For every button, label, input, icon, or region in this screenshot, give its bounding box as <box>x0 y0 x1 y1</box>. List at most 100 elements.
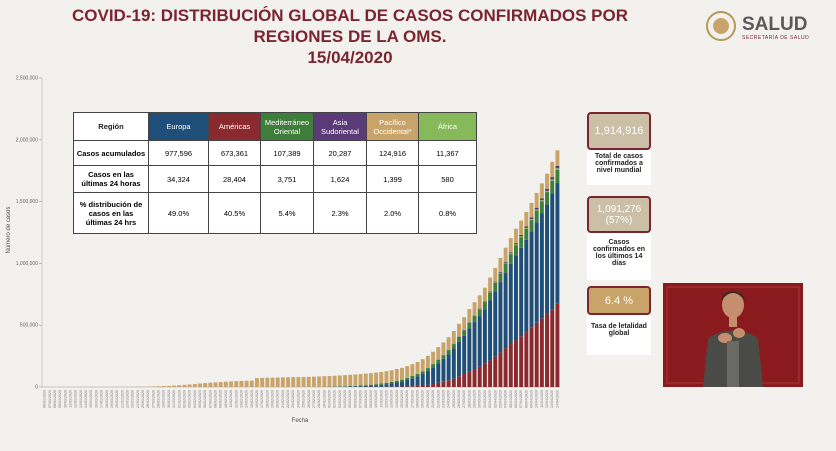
bar-segment <box>462 335 467 375</box>
bar-segment <box>400 381 404 387</box>
bar-segment <box>223 381 228 387</box>
bar-segment <box>498 271 503 273</box>
region-table: Región Europa Américas Mediterráneo Orie… <box>73 112 477 234</box>
title-line: 15/04/2020 <box>307 48 393 67</box>
bar-segment <box>514 243 518 245</box>
bar-segment <box>389 383 394 387</box>
summary-label: Tasa de letalidad global <box>587 315 651 355</box>
bar-segment <box>555 182 560 304</box>
bar-segment <box>410 378 415 387</box>
bar-segment <box>508 254 513 264</box>
bar-segment <box>255 378 259 387</box>
bar-segment <box>539 200 544 202</box>
x-tick-label: 26/01/2020 <box>146 390 150 408</box>
bar-segment <box>203 383 208 387</box>
bar-segment <box>379 384 384 387</box>
bar-segment <box>529 231 534 328</box>
bar-segment <box>529 217 534 220</box>
y-tick-label: 500,000 <box>20 323 38 329</box>
bar-segment <box>493 291 498 357</box>
bar-segment <box>405 377 410 380</box>
bar-segment <box>151 386 156 387</box>
x-tick-label: 10/01/2020 <box>63 390 67 408</box>
bar-segment <box>519 220 524 235</box>
bar-segment <box>358 374 363 386</box>
bar-segment <box>343 375 347 387</box>
x-axis-label: Fecha <box>292 418 309 424</box>
x-tick-label: 29/01/2020 <box>162 390 166 408</box>
bar-segment <box>488 360 493 387</box>
x-tick-label: 07/02/2020 <box>208 390 212 408</box>
y-tick-label: 1,500,000 <box>16 199 38 205</box>
bar-segment <box>519 336 524 387</box>
bar-segment <box>384 382 389 385</box>
bar-segment <box>389 370 394 382</box>
bar-segment <box>379 371 384 384</box>
x-tick-label: 26/02/2020 <box>307 390 311 408</box>
bar-segment <box>482 287 487 302</box>
table-header: Europa <box>148 112 209 141</box>
bar-segment <box>348 374 353 387</box>
x-tick-label: 17/01/2020 <box>100 390 104 408</box>
bar-segment <box>534 322 539 387</box>
cell: 673,361 <box>208 140 261 166</box>
x-tick-label: 04/03/2020 <box>343 390 347 408</box>
bar-segment <box>218 381 223 387</box>
bar-segment <box>550 309 555 387</box>
bar-segment <box>524 211 529 227</box>
bar-segment <box>550 177 555 180</box>
x-tick-label: 21/02/2020 <box>281 390 285 408</box>
x-tick-label: 20/03/2020 <box>426 390 430 408</box>
bar-segment <box>498 257 503 272</box>
x-tick-label: 13/04/2020 <box>550 390 554 408</box>
bar-segment <box>410 375 415 379</box>
bar-segment <box>457 376 461 387</box>
bar-segment <box>488 291 493 292</box>
bar-segment <box>431 367 436 385</box>
bar-segment <box>524 239 529 333</box>
x-tick-label: 29/02/2020 <box>322 390 326 408</box>
x-tick-label: 11/01/2020 <box>68 390 72 408</box>
bar-segment <box>384 371 389 383</box>
bar-segment <box>462 374 467 387</box>
table-header: Asia Sudoriental <box>313 112 367 141</box>
bar-segment <box>270 377 275 387</box>
x-tick-label: 31/01/2020 <box>172 390 176 408</box>
x-tick-label: 02/04/2020 <box>493 390 497 408</box>
bar-segment <box>198 383 202 387</box>
bar-segment <box>462 330 467 336</box>
bar-segment <box>425 355 430 368</box>
x-tick-label: 14/04/2020 <box>555 390 559 408</box>
title-line: COVID-19: DISTRIBUCIÓN GLOBAL DE CASOS C… <box>72 6 628 25</box>
bar-segment <box>451 348 456 379</box>
x-tick-label: 23/01/2020 <box>131 390 135 408</box>
bar-segment <box>472 316 477 323</box>
bar-segment <box>550 180 555 194</box>
bar-segment <box>539 183 544 199</box>
bar-segment <box>420 385 425 387</box>
bar-segment <box>529 202 534 218</box>
bar-segment <box>524 227 529 229</box>
x-tick-label: 25/02/2020 <box>302 390 306 408</box>
summary-value: 6.4 % <box>587 286 651 315</box>
bar-segment <box>177 385 182 387</box>
x-tick-label: 20/02/2020 <box>276 390 280 408</box>
bar-segment <box>311 376 316 387</box>
x-tick-label: 05/04/2020 <box>509 390 513 408</box>
bar-segment <box>472 322 477 370</box>
bar-segment <box>555 169 560 183</box>
bar-segment <box>472 302 477 316</box>
x-tick-label: 09/03/2020 <box>369 390 373 408</box>
bar-segment <box>503 263 508 273</box>
bar-segment <box>379 383 384 385</box>
bar-segment <box>353 374 358 386</box>
bar-segment <box>420 374 425 386</box>
y-tick-label: 1,000,000 <box>16 261 38 267</box>
table-header: África <box>418 112 477 141</box>
cell: 5.4% <box>260 192 314 234</box>
table-header: Mediterráneo Oriental <box>260 112 314 141</box>
x-tick-label: 07/01/2020 <box>48 390 52 408</box>
bar-segment <box>410 386 415 387</box>
x-tick-label: 11/02/2020 <box>229 390 233 408</box>
